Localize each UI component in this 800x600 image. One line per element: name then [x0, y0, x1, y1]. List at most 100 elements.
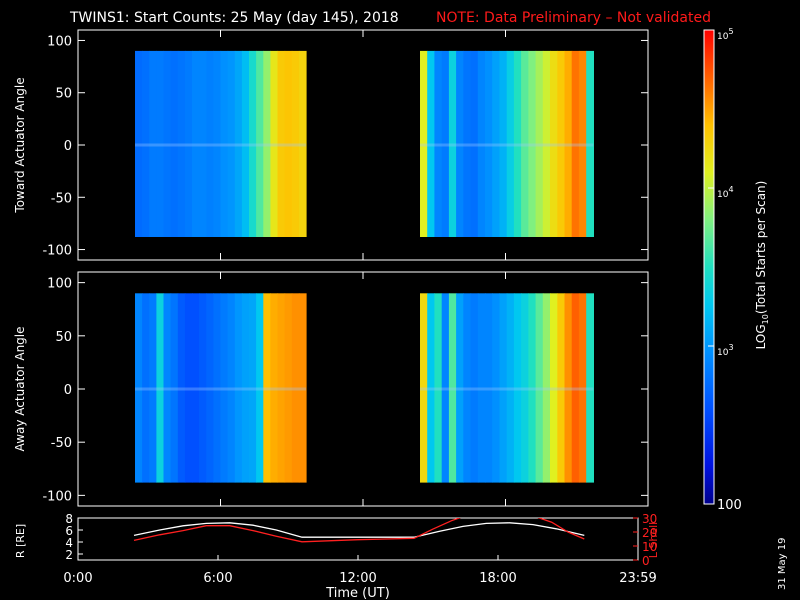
- heatmap-column: [528, 50, 537, 238]
- color-tick-label: 100: [717, 498, 742, 513]
- color-tick-exponent: 4: [728, 185, 733, 194]
- heatmap-column: [270, 50, 279, 238]
- y-axis-label: Toward Actuator Angle: [13, 77, 27, 213]
- zero-angle-band: [135, 387, 306, 391]
- y-axis-label: Away Actuator Angle: [13, 326, 27, 451]
- heatmap-column: [249, 293, 257, 483]
- heatmap-column: [227, 50, 236, 238]
- heatmap-column: [427, 50, 435, 238]
- left-y-tick-label: 4: [65, 536, 73, 550]
- heatmap-column: [564, 293, 573, 483]
- heatmap-column: [499, 50, 508, 238]
- heatmap-column: [192, 50, 200, 238]
- away-actuator-panel: -100 -50 0 50 100 Away Actuator Angle: [13, 271, 649, 507]
- heatmap-column: [227, 293, 236, 483]
- heatmap-column: [142, 293, 150, 483]
- heatmap-column: [284, 50, 293, 238]
- right-y-tick-label: 30: [642, 512, 657, 526]
- heatmap-column: [291, 293, 300, 483]
- heatmap-column: [149, 293, 157, 483]
- heatmap-column: [234, 50, 243, 238]
- heatmap-column: [163, 293, 172, 483]
- heatmap-column: [142, 50, 150, 238]
- heatmap-column: [535, 50, 544, 238]
- heatmap-column: [184, 293, 193, 483]
- x-axis-label: Time (UT): [325, 586, 390, 600]
- heatmap-column: [513, 293, 522, 483]
- heatmap-column: [456, 50, 464, 238]
- right-y-tick-label: 20: [642, 526, 657, 540]
- heatmap-column: [521, 50, 529, 238]
- y-tick-label: -50: [51, 436, 72, 451]
- right-y-tick-label: 0: [642, 554, 650, 568]
- y-tick-label: 0: [64, 383, 72, 398]
- zero-angle-band: [420, 387, 594, 391]
- color-scale-label: LOG10(Total Starts per Scan): [754, 181, 770, 350]
- heatmap-segment: [420, 293, 594, 483]
- heatmap-column: [470, 50, 479, 238]
- heatmap-column: [420, 50, 428, 238]
- heatmap-column: [506, 50, 515, 238]
- left-y-tick-label: 6: [65, 524, 73, 538]
- heatmap-column: [477, 50, 486, 238]
- x-tick-label: 0:00: [63, 571, 92, 586]
- y-tick-label: -100: [42, 244, 72, 259]
- heatmap-column: [485, 293, 493, 483]
- heatmap-column: [177, 293, 186, 483]
- zero-angle-band: [420, 143, 594, 147]
- heatmap-column: [550, 293, 558, 483]
- heatmap-column: [156, 293, 165, 483]
- heatmap-column: [213, 50, 222, 238]
- heatmap-column: [470, 293, 479, 483]
- heatmap-column: [199, 50, 207, 238]
- heatmap-column: [284, 293, 293, 483]
- left-axis-label: R [RE]: [14, 524, 27, 558]
- heatmap-column: [277, 50, 286, 238]
- heatmap-column: [220, 50, 229, 238]
- heatmap-column: [192, 293, 200, 483]
- heatmap-column: [586, 293, 594, 483]
- heatmap-column: [499, 293, 508, 483]
- heatmap-segment: [135, 293, 307, 483]
- heatmap-segment: [420, 50, 594, 238]
- heatmap-column: [256, 293, 264, 483]
- x-tick-label: 12:00: [339, 571, 376, 586]
- heatmap-column: [263, 50, 271, 238]
- l-shell-line: [133, 518, 585, 543]
- heatmap-column: [298, 293, 307, 483]
- heatmap-column: [535, 293, 544, 483]
- heatmap-column: [463, 293, 472, 483]
- heatmap-column: [506, 293, 515, 483]
- x-tick-label: 6:00: [203, 571, 232, 586]
- heatmap-column: [441, 50, 450, 238]
- heatmap-column: [249, 50, 257, 238]
- heatmap-column: [434, 50, 443, 238]
- heatmap-column: [135, 293, 143, 483]
- heatmap-column: [434, 293, 443, 483]
- heatmap-column: [206, 50, 214, 238]
- color-gradient: [703, 29, 715, 505]
- heatmap-column: [571, 50, 580, 238]
- y-tick-label: 0: [64, 139, 72, 154]
- heatmap-segment: [135, 50, 307, 238]
- preliminary-warning: NOTE: Data Preliminary – Not validated: [436, 10, 711, 26]
- right-y-tick-label: 10: [642, 540, 657, 554]
- heatmap-column: [564, 50, 573, 238]
- heatmap-column: [234, 293, 243, 483]
- heatmap-column: [485, 50, 493, 238]
- heatmap-column: [427, 293, 435, 483]
- zero-angle-band: [135, 143, 306, 147]
- heatmap-column: [256, 50, 264, 238]
- heatmap-column: [550, 50, 558, 238]
- left-y-tick-label: 8: [65, 512, 73, 526]
- heatmap-column: [291, 50, 300, 238]
- heatmap-column: [448, 50, 457, 238]
- y-tick-label: 100: [47, 277, 72, 292]
- color-tick-exponent: 5: [728, 27, 733, 36]
- heatmap-column: [521, 293, 529, 483]
- heatmap-column: [513, 50, 522, 238]
- r-distance-line: [133, 522, 585, 538]
